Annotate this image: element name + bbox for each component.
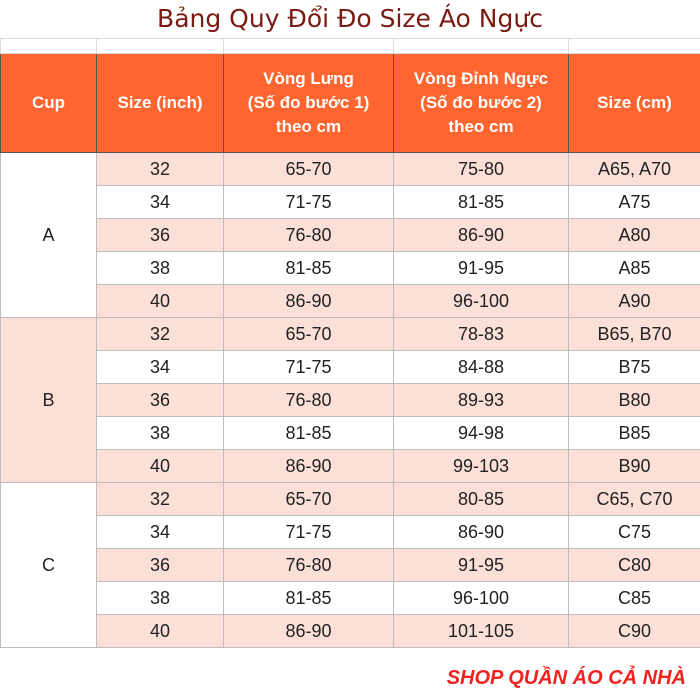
size-cm-cell: B75: [568, 350, 700, 384]
underbust-cell: 86-90: [223, 284, 394, 318]
underbust-cell: 76-80: [223, 548, 394, 582]
header-underbust-line: theo cm: [275, 117, 342, 136]
underbust-cell: 76-80: [223, 218, 394, 252]
size-cm-cell: B80: [568, 383, 700, 417]
table-row: 36 76-80 86-90 A80: [1, 218, 700, 252]
table-row: 34 71-75 86-90 C75: [1, 515, 700, 549]
header-underbust-line: (Số đo bước 1): [247, 93, 370, 112]
size-inch-cell: 38: [96, 416, 224, 450]
size-inch-cell: 38: [96, 581, 224, 615]
bust-cell: 94-98: [393, 416, 569, 450]
underbust-cell: 65-70: [223, 482, 394, 516]
size-inch-cell: 32: [96, 317, 224, 351]
size-cm-cell: C75: [568, 515, 700, 549]
underbust-cell: 71-75: [223, 350, 394, 384]
bust-cell: 101-105: [393, 614, 569, 648]
table-row: 40 86-90 101-105 C90: [1, 614, 700, 648]
underbust-cell: 76-80: [223, 383, 394, 417]
table-row: 36 76-80 91-95 C80: [1, 548, 700, 582]
underbust-cell: 81-85: [223, 251, 394, 285]
header-underbust: Vòng Lưng (Số đo bước 1) theo cm: [223, 53, 394, 153]
underbust-cell: 65-70: [223, 152, 394, 186]
size-inch-cell: 34: [96, 350, 224, 384]
size-inch-cell: 34: [96, 515, 224, 549]
size-cm-cell: A75: [568, 185, 700, 219]
header-bust: Vòng Đỉnh Ngực (Số đo bước 2) theo cm: [393, 53, 569, 153]
header-underbust-line: Vòng Lưng: [263, 69, 354, 88]
size-inch-cell: 32: [96, 152, 224, 186]
bust-cell: 86-90: [393, 515, 569, 549]
size-cm-cell: A80: [568, 218, 700, 252]
bust-cell: 91-95: [393, 548, 569, 582]
size-inch-cell: 38: [96, 251, 224, 285]
size-cm-cell: A90: [568, 284, 700, 318]
bust-cell: 80-85: [393, 482, 569, 516]
size-inch-cell: 36: [96, 383, 224, 417]
table-row: 36 76-80 89-93 B80: [1, 383, 700, 417]
table-row: A 32 65-70 75-80 A65, A70: [0, 152, 700, 318]
underbust-cell: 71-75: [223, 515, 394, 549]
size-inch-cell: 36: [96, 218, 224, 252]
cup-cell: B: [0, 317, 97, 483]
bust-cell: 96-100: [393, 284, 569, 318]
table-row: B 32 65-70 78-83 B65, B70: [0, 317, 700, 483]
underbust-cell: 65-70: [223, 317, 394, 351]
table-row: 38 81-85 91-95 A85: [1, 251, 700, 285]
size-inch-cell: 32: [96, 482, 224, 516]
bust-cell: 75-80: [393, 152, 569, 186]
bust-cell: 96-100: [393, 581, 569, 615]
bust-cell: 99-103: [393, 449, 569, 483]
size-cm-cell: B85: [568, 416, 700, 450]
size-cm-cell: A65, A70: [568, 152, 700, 186]
size-cm-cell: C65, C70: [568, 482, 700, 516]
table-row: 40 86-90 99-103 B90: [1, 449, 700, 483]
underbust-cell: 86-90: [223, 614, 394, 648]
size-inch-cell: 40: [96, 284, 224, 318]
underbust-cell: 86-90: [223, 449, 394, 483]
header-row: Cup Size (inch) Vòng Lưng (Số đo bước 1)…: [0, 53, 700, 153]
header-size-cm: Size (cm): [568, 53, 700, 153]
size-cm-cell: C85: [568, 581, 700, 615]
header-bust-line: (Số đo bước 2): [420, 93, 542, 112]
underbust-cell: 81-85: [223, 581, 394, 615]
spacer-row: [0, 38, 700, 54]
size-inch-cell: 34: [96, 185, 224, 219]
shop-footer: SHOP QUẦN ÁO CẢ NHÀ: [446, 667, 686, 689]
table-row: 34 71-75 81-85 A75: [1, 185, 700, 219]
size-cm-cell: B65, B70: [568, 317, 700, 351]
bust-cell: 86-90: [393, 218, 569, 252]
bust-cell: 89-93: [393, 383, 569, 417]
underbust-cell: 71-75: [223, 185, 394, 219]
size-inch-cell: 40: [96, 449, 224, 483]
size-cm-cell: C90: [568, 614, 700, 648]
size-inch-cell: 40: [96, 614, 224, 648]
size-cm-cell: C80: [568, 548, 700, 582]
table-row: 40 86-90 96-100 A90: [1, 284, 700, 318]
header-size-inch: Size (inch): [96, 53, 224, 153]
page-title: Bảng Quy Đổi Đo Size Áo Ngực: [157, 4, 543, 33]
table-row: C 32 65-70 80-85 C65, C70: [0, 482, 700, 648]
cup-cell: C: [0, 482, 97, 648]
size-cm-cell: A85: [568, 251, 700, 285]
bust-cell: 84-88: [393, 350, 569, 384]
bust-cell: 78-83: [393, 317, 569, 351]
bust-cell: 81-85: [393, 185, 569, 219]
header-bust-line: theo cm: [448, 117, 514, 136]
size-inch-cell: 36: [96, 548, 224, 582]
size-cm-cell: B90: [568, 449, 700, 483]
table-row: 34 71-75 84-88 B75: [1, 350, 700, 384]
header-bust-line: Vòng Đỉnh Ngực: [413, 69, 549, 88]
size-chart-table: Cup Size (inch) Vòng Lưng (Số đo bước 1)…: [0, 38, 700, 648]
table-row: 38 81-85 94-98 B85: [1, 416, 700, 450]
bust-cell: 91-95: [393, 251, 569, 285]
header-cup: Cup: [0, 53, 97, 153]
table-row: 38 81-85 96-100 C85: [1, 581, 700, 615]
underbust-cell: 81-85: [223, 416, 394, 450]
cup-cell: A: [0, 152, 97, 318]
